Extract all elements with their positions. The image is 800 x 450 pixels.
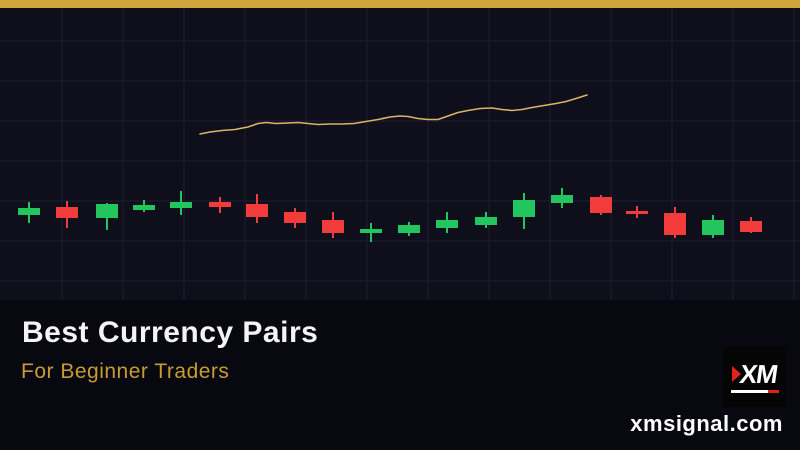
xm-logo-text: XM xyxy=(737,359,780,389)
candle-body xyxy=(513,200,535,217)
xm-logo-row: XM xyxy=(732,359,780,389)
candle-body xyxy=(436,220,458,228)
candle-body xyxy=(664,213,686,235)
candle-body xyxy=(96,204,118,218)
xm-logo-triangle-icon xyxy=(732,366,741,382)
candle-body xyxy=(590,197,612,213)
page-title: Best Currency Pairs xyxy=(22,316,319,349)
candle-body xyxy=(398,225,420,233)
candle-body xyxy=(551,195,573,203)
xm-logo-underline xyxy=(730,390,779,393)
chart-canvas xyxy=(0,8,800,300)
candle-body xyxy=(475,217,497,225)
candle-body xyxy=(740,221,762,232)
candle-body xyxy=(702,220,724,235)
top-accent-bar xyxy=(0,0,800,8)
xm-logo-underline-red-tip xyxy=(767,390,779,393)
candle-body xyxy=(133,205,155,210)
candle-body xyxy=(284,212,306,223)
candle-body xyxy=(18,208,40,215)
candle-body xyxy=(246,204,268,217)
price-chart xyxy=(0,8,800,300)
candle-body xyxy=(209,202,231,207)
caption-band: Best Currency Pairs For Beginner Traders… xyxy=(0,300,800,450)
page-subtitle: For Beginner Traders xyxy=(21,360,230,383)
candle-body xyxy=(626,211,648,214)
candle-body xyxy=(322,220,344,233)
candle-body xyxy=(360,229,382,233)
website-url: xmsignal.com xyxy=(630,411,783,436)
candle-body xyxy=(170,202,192,208)
candle-body xyxy=(56,207,78,218)
price-line xyxy=(199,94,588,135)
xm-logo: XM xyxy=(723,347,786,407)
